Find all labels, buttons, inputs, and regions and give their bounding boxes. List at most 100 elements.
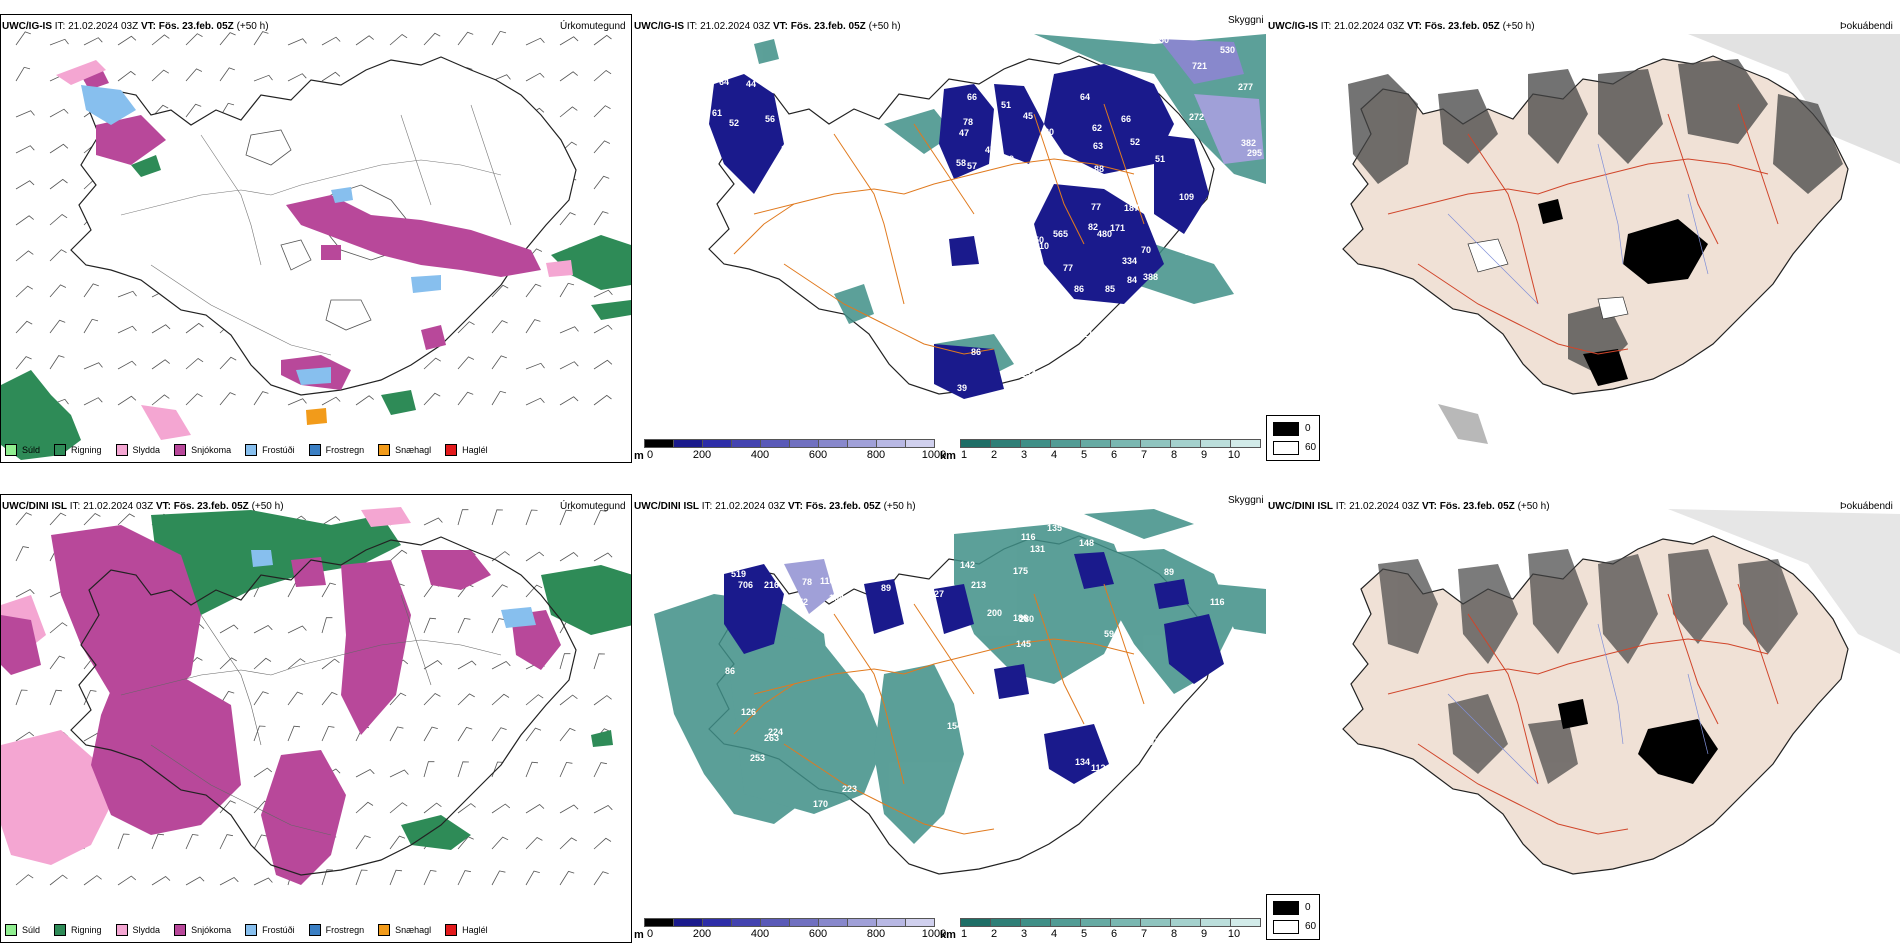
- wind-barb: [219, 834, 233, 850]
- vis-value-label: 126: [741, 707, 756, 717]
- vis-value-label: 795: [978, 878, 993, 888]
- wind-barb: [525, 551, 545, 562]
- colorbar-segment: [990, 918, 1021, 927]
- colorbar-segment: [1110, 439, 1141, 448]
- fog-legend-top: 0 60: [1266, 415, 1320, 461]
- vis-value-label: 334: [1122, 256, 1137, 266]
- wind-barb: [219, 624, 239, 634]
- vis-colorbar-km-bottom: km 1 2 3 4 5 6 7 8 9 10: [940, 916, 1266, 942]
- wind-barb: [423, 761, 435, 778]
- wind-barb: [525, 283, 542, 298]
- wind-barb: [423, 659, 443, 670]
- legend-label: Snæhagl: [395, 445, 432, 455]
- precip-legend-item: Frostúði: [245, 924, 295, 936]
- vis-panel-bottom: 520 116 135 148 131 519 706 216 110 78 72 104 89 59 12…: [634, 494, 1266, 943]
- legend-swatch: [174, 924, 187, 936]
- wind-barb: [491, 618, 505, 634]
- legend-label: Haglél: [462, 925, 488, 935]
- wind-barb: [457, 761, 469, 778]
- river-network: [1447, 143, 1709, 305]
- wind-barb: [49, 655, 66, 670]
- vis-value-label: 70: [1141, 245, 1151, 255]
- colorbar-unit: m: [634, 929, 644, 941]
- wind-barb: [185, 876, 205, 886]
- colorbar-segment: [1140, 439, 1171, 448]
- wind-barb: [423, 583, 440, 598]
- wind-barb: [117, 360, 137, 370]
- precip-legend-item: Haglél: [445, 444, 488, 456]
- wind-barb: [321, 396, 341, 406]
- vis-value-label: 10: [1039, 241, 1049, 251]
- fog-sea-streak: [1438, 404, 1488, 444]
- colorbar-tick-label: 6: [1110, 928, 1118, 940]
- colorbar-unit: km: [940, 929, 956, 941]
- precip-freezing-drizzle: [251, 550, 536, 628]
- wind-barb: [593, 871, 609, 886]
- precip-legend-item: Rigning: [54, 444, 102, 456]
- wind-barb: [389, 869, 403, 886]
- wind-barb: [559, 71, 578, 82]
- wind-barb: [457, 803, 476, 814]
- wind-barb: [491, 584, 508, 598]
- vis-value-label: 280: [1019, 614, 1034, 624]
- colorbar-tick-label: 1000: [921, 449, 947, 461]
- wind-barb: [151, 359, 170, 370]
- wind-barb: [253, 74, 273, 82]
- precip-map-bottom: [1, 507, 631, 886]
- colorbar-segment: [1140, 918, 1171, 927]
- precip-title-top: Úrkomutegund: [560, 21, 626, 32]
- colorbar-tick-label: 6: [1110, 449, 1118, 461]
- vis-value-label: 86: [971, 347, 981, 357]
- vis-value-label: 110: [820, 576, 835, 586]
- vis-value-label: 148: [971, 710, 986, 720]
- colorbar-segment: [673, 439, 703, 448]
- vis-value-label: 64: [719, 77, 729, 87]
- wind-barb: [15, 110, 35, 118]
- legend-label: Súld: [22, 925, 41, 935]
- colorbar-segment: [1110, 918, 1141, 927]
- wind-barb: [321, 617, 333, 634]
- wind-barb: [15, 285, 34, 298]
- wind-barb: [355, 835, 371, 850]
- vis-value-label: 142: [960, 560, 975, 570]
- colorbar-segment: [905, 918, 935, 927]
- wind-barb: [219, 392, 236, 406]
- wind-barb: [593, 837, 612, 850]
- vis-value-label: 72: [798, 597, 808, 607]
- precip-rain: [1, 155, 631, 460]
- colorbar-tick-label: 7: [1140, 449, 1148, 461]
- vis-value-label: 134: [1075, 757, 1090, 767]
- vis-value-label: 89: [1164, 567, 1174, 577]
- vis-value-label: 86: [1074, 284, 1084, 294]
- colorbar-tick-label: 800: [866, 928, 886, 940]
- vis-value-label: 39: [957, 383, 967, 393]
- wind-barb: [559, 837, 577, 850]
- vis-value-label: 223: [842, 784, 857, 794]
- wind-barb: [321, 725, 335, 742]
- colorbar-segment: [1230, 918, 1261, 927]
- wind-barb: [15, 689, 28, 706]
- colorbar-tick-label: 4: [1050, 928, 1058, 940]
- precip-legend-bottom: Súld Rigning Slydda Snjókoma Frostúði Frostre…: [5, 922, 488, 938]
- vis-value-label: 263: [764, 733, 779, 743]
- vis-colorbar-km-top: km 1 2 3 4 5 6 7 8 9 10: [940, 437, 1266, 463]
- precip-sleet: [56, 60, 573, 440]
- wind-barb: [287, 658, 306, 670]
- wind-barb: [457, 391, 474, 406]
- legend-swatch: [5, 444, 17, 456]
- wind-barb: [491, 74, 511, 82]
- wind-barb: [491, 551, 510, 562]
- vis-value-label: 145: [1016, 639, 1031, 649]
- wind-barb: [15, 731, 35, 742]
- vis-value-label: 88: [1094, 164, 1104, 174]
- wind-barb: [525, 509, 538, 526]
- wind-barb: [423, 392, 441, 406]
- colorbar-segment: [760, 439, 790, 448]
- wind-barb: [593, 805, 613, 814]
- colorbar-tick-label: 400: [750, 449, 770, 461]
- fog-legend-swatch: [1273, 920, 1299, 934]
- precip-legend-item: Slydda: [115, 924, 160, 936]
- vis-value-label: 64: [799, 175, 809, 185]
- wind-barb: [253, 657, 272, 670]
